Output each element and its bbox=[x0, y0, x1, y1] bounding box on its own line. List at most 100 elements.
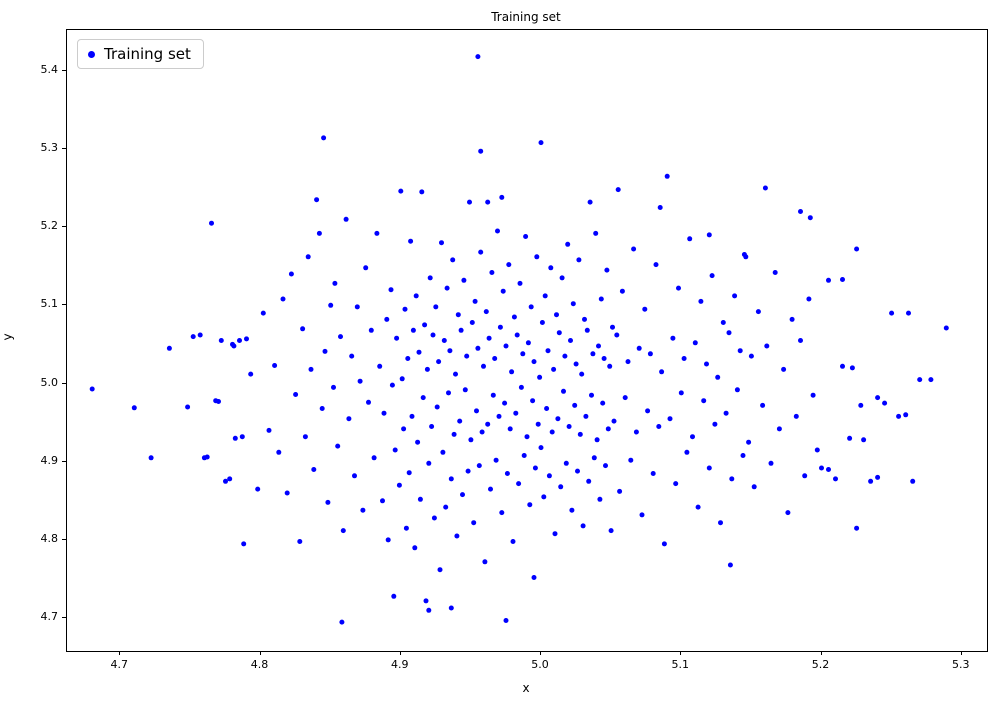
data-point bbox=[868, 478, 874, 484]
data-point bbox=[568, 338, 573, 343]
data-point bbox=[415, 439, 421, 445]
data-point bbox=[448, 476, 454, 482]
y-tick-mark bbox=[62, 617, 66, 619]
data-point bbox=[847, 435, 853, 441]
data-point bbox=[430, 332, 436, 338]
data-point bbox=[332, 280, 338, 286]
data-point bbox=[619, 288, 625, 294]
data-point bbox=[394, 335, 400, 341]
data-point bbox=[600, 400, 606, 406]
data-point bbox=[475, 54, 481, 60]
data-point bbox=[354, 304, 360, 310]
data-point bbox=[454, 533, 460, 539]
x-tick-label: 4.8 bbox=[250, 658, 269, 671]
data-point bbox=[589, 392, 594, 398]
data-point bbox=[500, 288, 506, 294]
y-tick-mark bbox=[62, 304, 66, 306]
data-point bbox=[639, 512, 645, 518]
data-point bbox=[597, 496, 603, 502]
data-point bbox=[490, 392, 496, 398]
data-point bbox=[349, 353, 355, 359]
data-point bbox=[352, 473, 357, 479]
data-point bbox=[471, 520, 477, 526]
data-point bbox=[371, 455, 377, 461]
data-point bbox=[906, 310, 911, 316]
data-point bbox=[549, 429, 555, 435]
data-point bbox=[584, 327, 590, 333]
data-point bbox=[399, 376, 405, 382]
data-point bbox=[604, 267, 610, 273]
data-point bbox=[734, 387, 740, 393]
data-point bbox=[673, 481, 679, 487]
data-point bbox=[331, 384, 336, 390]
data-point bbox=[607, 363, 613, 369]
data-point bbox=[316, 230, 322, 236]
data-point bbox=[293, 392, 299, 397]
data-point bbox=[561, 388, 566, 394]
data-point bbox=[408, 238, 414, 244]
data-point bbox=[272, 363, 278, 368]
data-point bbox=[650, 471, 656, 476]
data-point bbox=[197, 332, 203, 338]
data-point bbox=[781, 366, 787, 372]
data-point bbox=[596, 343, 601, 349]
data-point bbox=[849, 365, 855, 371]
legend[interactable]: Training set bbox=[77, 39, 204, 69]
data-point bbox=[598, 296, 604, 302]
data-point bbox=[401, 426, 407, 432]
data-point bbox=[426, 607, 432, 613]
data-point bbox=[478, 249, 484, 255]
data-point bbox=[340, 528, 346, 534]
data-point bbox=[642, 306, 648, 312]
x-tick-mark bbox=[680, 651, 682, 655]
data-point bbox=[506, 262, 512, 268]
data-point bbox=[503, 618, 509, 623]
data-point bbox=[499, 194, 505, 200]
x-tick-mark bbox=[259, 651, 261, 655]
data-point bbox=[917, 377, 923, 383]
data-point bbox=[311, 467, 317, 472]
data-point bbox=[712, 421, 718, 427]
y-tick-label: 5.1 bbox=[40, 297, 59, 311]
data-point bbox=[419, 189, 425, 195]
data-point bbox=[431, 515, 437, 521]
data-point bbox=[385, 537, 391, 543]
data-point bbox=[507, 426, 513, 432]
data-point bbox=[789, 316, 795, 322]
x-tick-mark bbox=[820, 651, 822, 655]
data-point bbox=[575, 468, 580, 474]
data-point bbox=[427, 275, 433, 281]
data-point bbox=[520, 351, 526, 357]
data-point bbox=[737, 348, 743, 354]
data-point bbox=[241, 541, 247, 547]
data-point bbox=[565, 241, 571, 247]
data-point bbox=[412, 545, 418, 551]
legend-marker-icon bbox=[88, 50, 95, 58]
x-tick-label: 4.7 bbox=[110, 658, 129, 671]
data-point bbox=[840, 277, 845, 282]
data-point bbox=[896, 413, 902, 419]
data-point bbox=[706, 232, 712, 238]
data-point bbox=[398, 188, 404, 194]
data-point bbox=[523, 234, 529, 239]
data-point bbox=[166, 345, 172, 351]
data-point bbox=[622, 395, 628, 401]
data-point bbox=[727, 562, 733, 568]
data-point bbox=[190, 334, 196, 340]
x-tick-label: 5.3 bbox=[952, 658, 970, 671]
data-point bbox=[692, 340, 698, 346]
data-point bbox=[223, 478, 228, 484]
data-point bbox=[482, 559, 488, 565]
x-tick-mark bbox=[399, 651, 401, 655]
data-point bbox=[422, 322, 428, 328]
data-point bbox=[608, 528, 614, 534]
data-point bbox=[502, 400, 508, 406]
data-point bbox=[605, 426, 611, 432]
data-point bbox=[653, 262, 659, 268]
data-point bbox=[308, 366, 314, 372]
data-point bbox=[577, 431, 583, 437]
data-point bbox=[485, 199, 491, 205]
data-point bbox=[762, 185, 768, 191]
data-point bbox=[450, 257, 456, 263]
data-point bbox=[793, 413, 799, 419]
